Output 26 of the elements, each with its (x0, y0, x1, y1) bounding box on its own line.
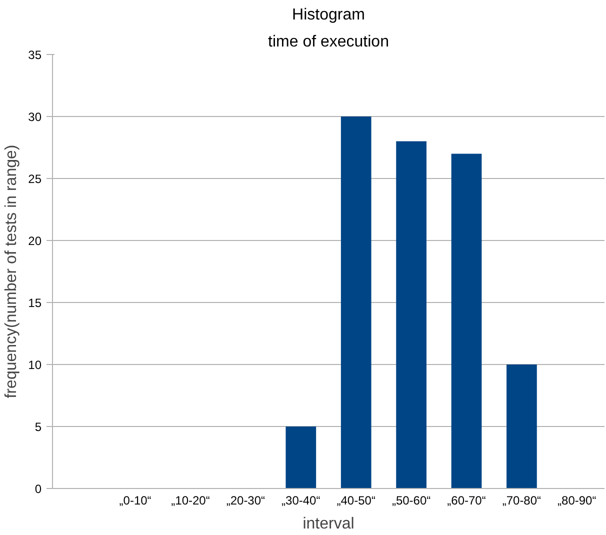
x-tick-label: „50-60“ (392, 494, 431, 508)
y-tick-label: 5 (34, 420, 42, 434)
y-tick-label: 25 (28, 172, 42, 186)
chart-title: Histogram (292, 6, 365, 24)
x-axis-title: interval (302, 516, 354, 532)
bar (340, 116, 372, 488)
y-tick-label: 10 (28, 358, 42, 372)
y-axis-title: frequency(number of tests in range) (3, 144, 20, 398)
x-tick-label: „40-50“ (336, 494, 376, 508)
x-tick-label: „80-90“ (558, 494, 596, 508)
bar (286, 426, 316, 488)
x-tick-label: „0-10“ (119, 494, 152, 508)
y-tick-label: 35 (28, 48, 42, 62)
y-tick-label: 15 (28, 296, 42, 310)
x-tick-label: „60-70“ (447, 494, 486, 508)
chart-subtitle: time of execution (268, 34, 389, 50)
bar (396, 141, 426, 488)
x-tick-label: „10-20“ (171, 494, 210, 508)
y-tick-label: 20 (28, 234, 42, 248)
y-tick-label: 30 (28, 110, 42, 124)
bar (506, 364, 537, 488)
x-tick-label: „30-40“ (282, 494, 320, 508)
bar (451, 154, 482, 488)
y-tick-label: 0 (34, 482, 42, 496)
x-tick-label: „70-80“ (502, 494, 542, 508)
x-tick-label: „20-30“ (226, 494, 266, 508)
